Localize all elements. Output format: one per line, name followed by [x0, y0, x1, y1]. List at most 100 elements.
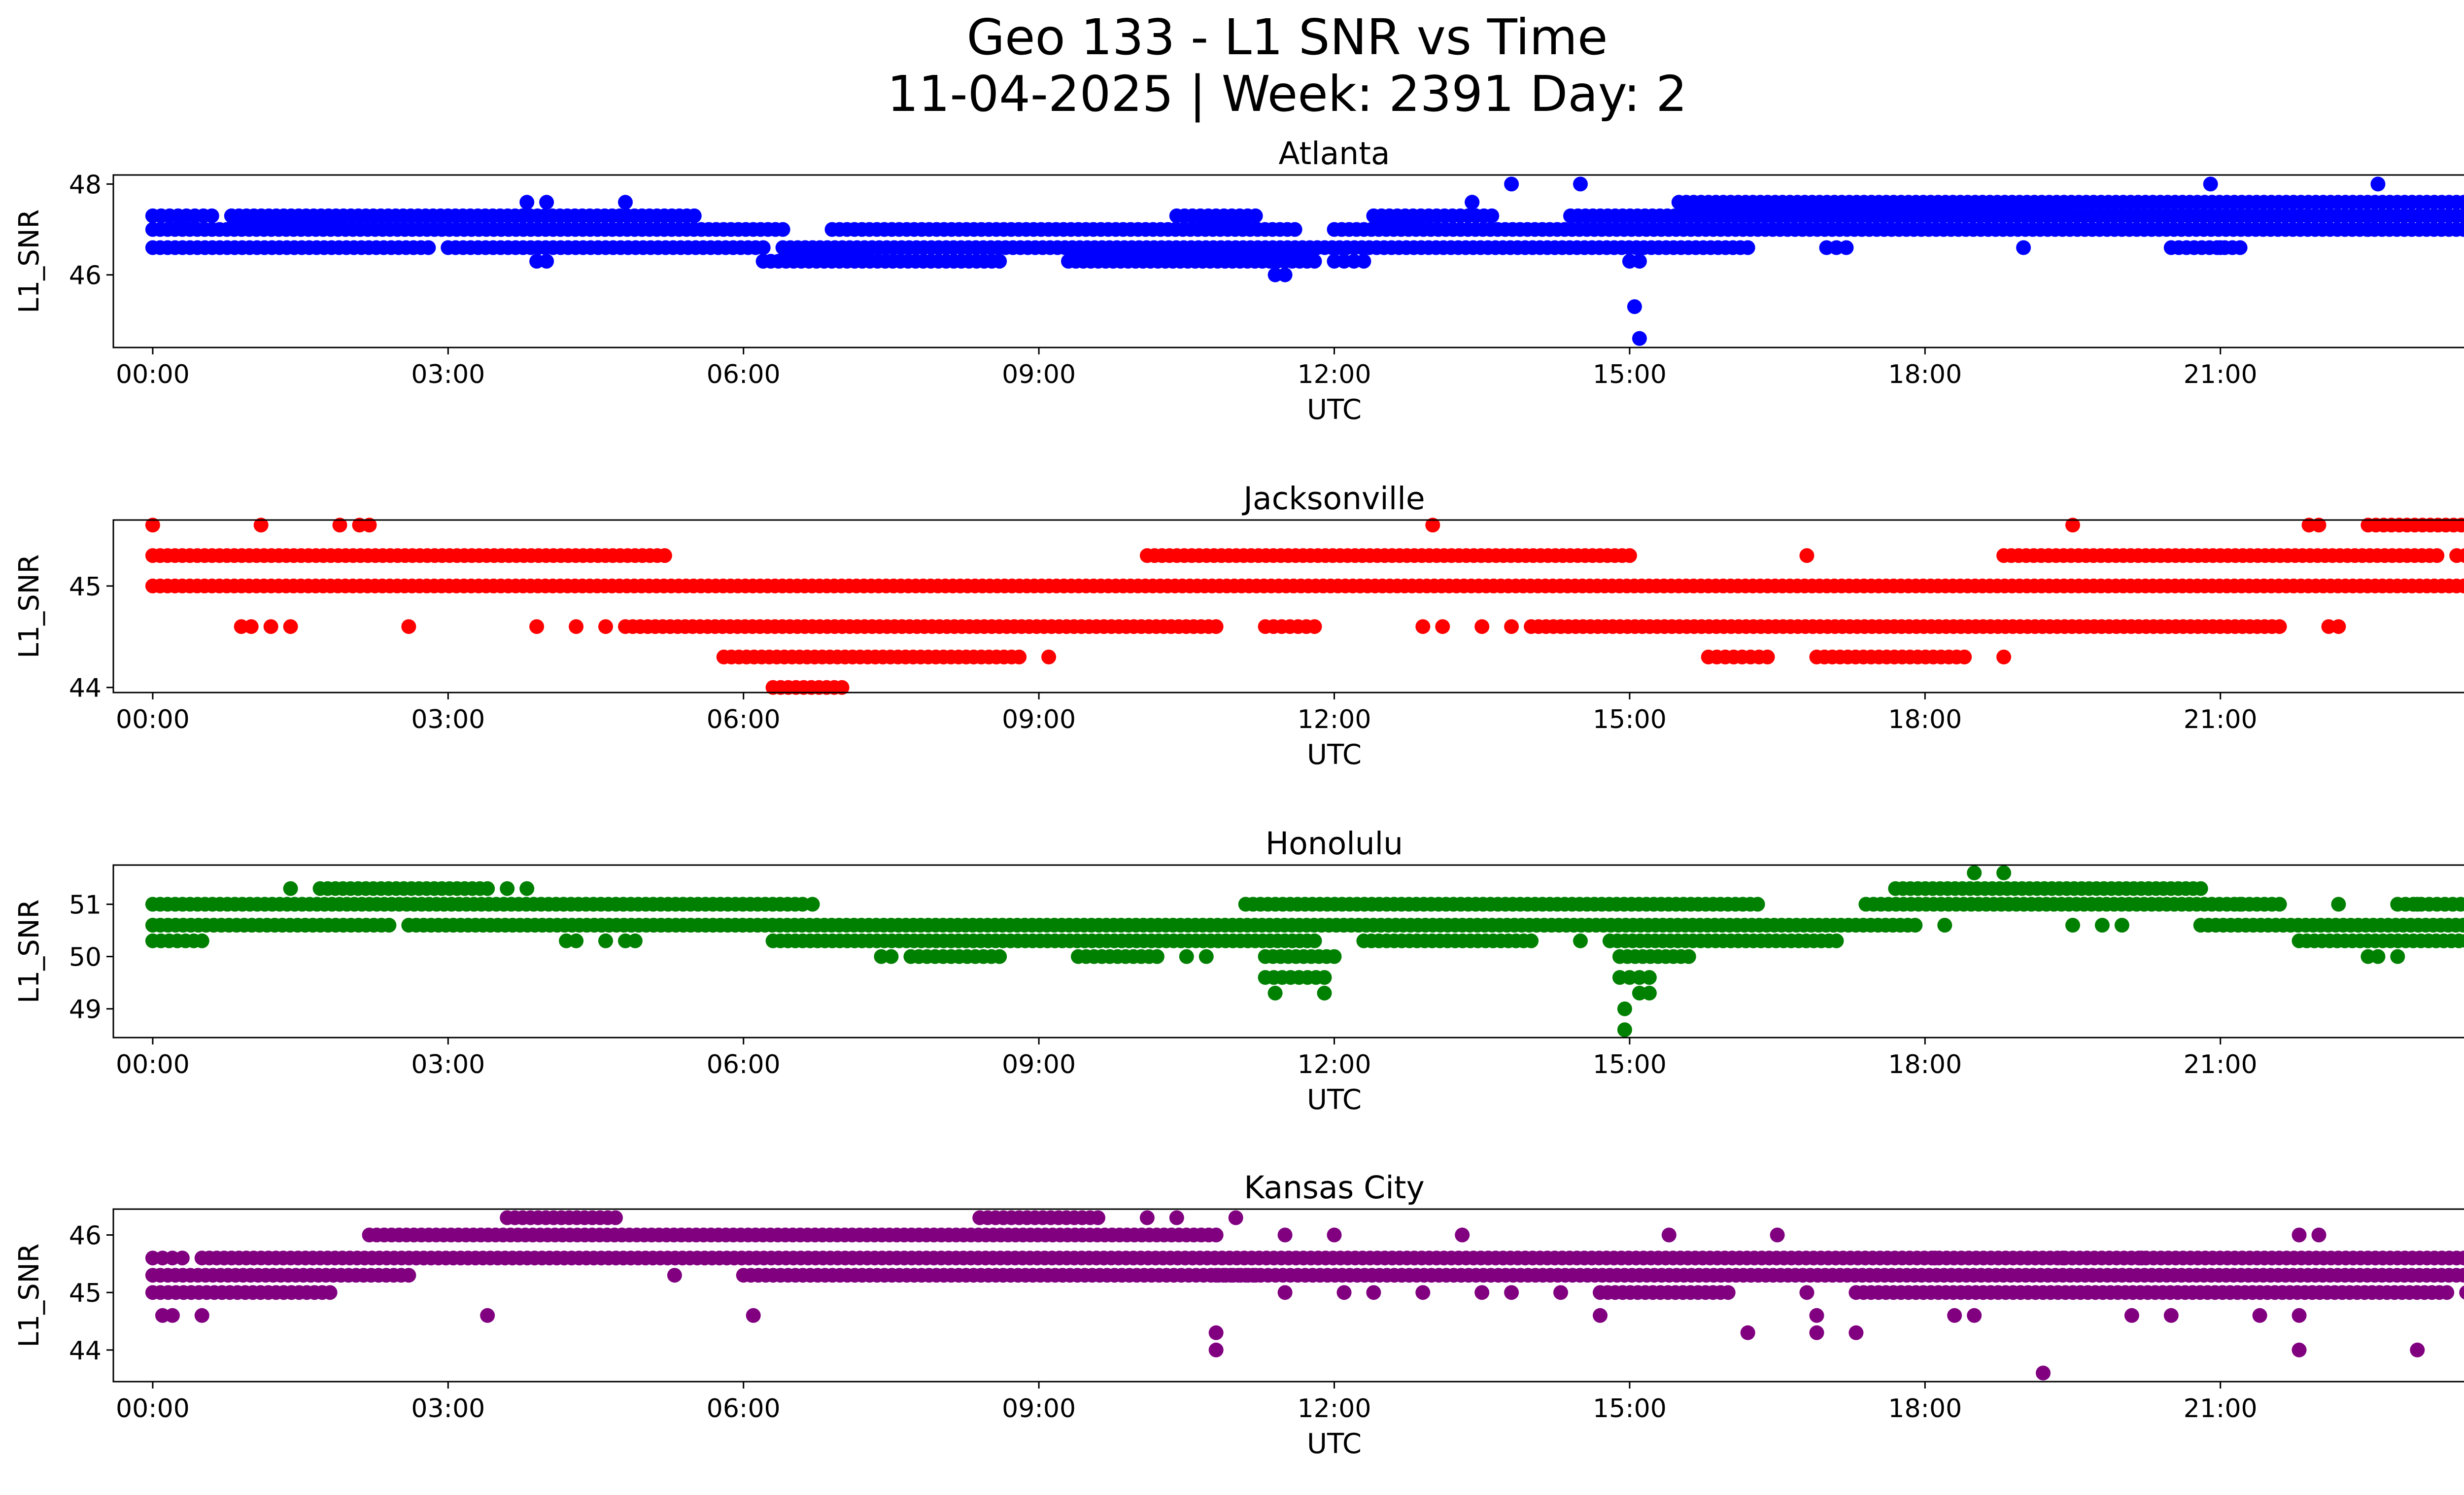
data-point — [1740, 1325, 1755, 1340]
data-point — [1504, 619, 1519, 634]
data-point — [1091, 1210, 1105, 1225]
data-point — [686, 208, 702, 223]
series-atlanta — [145, 176, 2464, 346]
data-point — [1474, 619, 1490, 634]
data-point — [1327, 949, 1342, 964]
data-point — [1829, 933, 1844, 948]
data-point — [2457, 1251, 2464, 1266]
x-tick-label: 12:00 — [1298, 1050, 1371, 1079]
x-tick-label: 18:00 — [1888, 1050, 1962, 1079]
series-honolulu — [145, 865, 2464, 1038]
data-point — [174, 1251, 190, 1266]
x-tick-label: 12:00 — [1298, 1394, 1371, 1424]
x-tick-label: 18:00 — [1888, 360, 1962, 389]
data-point — [1149, 949, 1164, 964]
data-point — [2462, 520, 2464, 531]
data-point — [746, 1308, 761, 1323]
data-point — [2232, 240, 2248, 255]
data-point — [2065, 918, 2080, 933]
data-point — [1967, 1308, 1982, 1323]
data-point — [421, 240, 436, 255]
x-tick-label: 03:00 — [411, 360, 485, 389]
data-point — [2458, 548, 2464, 563]
panel-honolulu: Honolulu 00:00 03:00 06:00 09:00 12:00 15:00 18… — [13, 826, 2464, 1116]
y-axis-label: L1_SNR — [13, 209, 45, 313]
data-point — [2456, 208, 2464, 223]
data-point — [480, 881, 495, 896]
series-kansas-city — [145, 1210, 2464, 1381]
y-tick-label: 44 — [69, 1336, 102, 1366]
figure-subtitle: 11-04-2025 | Week: 2391 Day: 2 — [887, 65, 1687, 123]
data-point — [1740, 240, 1755, 255]
data-point — [2454, 518, 2464, 533]
x-tick-label: 00:00 — [116, 705, 190, 734]
data-point — [1839, 240, 1854, 255]
data-point — [2094, 918, 2110, 933]
data-point — [2232, 897, 2248, 912]
data-point — [1228, 1210, 1243, 1225]
x-tick-label: 21:00 — [2184, 1394, 2258, 1424]
x-tick-label: 09:00 — [1002, 360, 1076, 389]
data-point — [2456, 222, 2464, 237]
data-point — [1484, 208, 1500, 223]
data-point — [608, 1210, 623, 1225]
x-tick-label: 00:00 — [116, 360, 190, 389]
data-point — [1957, 649, 1972, 664]
data-point — [834, 680, 850, 695]
data-point — [2114, 918, 2129, 933]
data-point — [1455, 1227, 1470, 1243]
data-point — [1760, 649, 1775, 664]
plot-frame — [112, 519, 2464, 694]
y-tick-label: 48 — [69, 170, 102, 200]
data-point — [1474, 1285, 1490, 1300]
data-point — [1632, 331, 1647, 346]
data-point — [992, 254, 1007, 269]
data-point — [1317, 970, 1332, 985]
data-point — [500, 881, 515, 896]
y-axis-label: L1_SNR — [13, 554, 45, 658]
data-point — [1208, 619, 1224, 634]
data-point — [1208, 1342, 1224, 1357]
data-point — [1208, 1325, 1224, 1340]
data-point — [165, 1308, 180, 1323]
y-tick-label: 45 — [69, 1279, 102, 1308]
data-point — [1799, 1285, 1814, 1300]
data-point — [1996, 865, 2012, 880]
data-point — [2292, 1227, 2307, 1243]
x-tick-label: 12:00 — [1298, 360, 1371, 389]
data-point — [1908, 918, 1923, 933]
data-point — [1169, 1210, 1184, 1225]
data-point — [1277, 267, 1293, 282]
x-tick-label: 09:00 — [1002, 1050, 1076, 1079]
data-point — [2331, 619, 2346, 634]
data-point — [1642, 985, 1657, 1001]
data-point — [204, 208, 219, 223]
data-point — [1632, 254, 1647, 269]
data-point — [1139, 1210, 1155, 1225]
data-point — [627, 933, 643, 948]
data-point — [519, 195, 535, 210]
data-point — [2252, 1308, 2267, 1323]
x-tick-label: 21:00 — [2184, 360, 2258, 389]
data-point — [1208, 1227, 1224, 1243]
data-point — [1277, 1285, 1293, 1300]
x-tick-label: 06:00 — [707, 360, 781, 389]
data-point — [539, 195, 554, 210]
data-point — [1317, 985, 1332, 1001]
data-point — [332, 518, 347, 533]
data-point — [1465, 195, 1480, 210]
data-point — [1248, 208, 1263, 223]
data-point — [322, 1285, 338, 1300]
data-point — [2055, 1251, 2070, 1266]
panel-atlanta: Atlanta 00:00 03:00 06:00 09:00 12:00 15:00 18:… — [13, 136, 2464, 426]
data-point — [1573, 176, 1588, 192]
y-tick-label: 46 — [69, 261, 102, 291]
data-point — [1927, 1251, 1943, 1266]
y-tick-label: 51 — [69, 891, 102, 920]
x-tick-label: 00:00 — [116, 1050, 190, 1079]
x-axis-label: UTC — [1307, 739, 1362, 771]
data-point — [598, 619, 613, 634]
data-point — [1198, 949, 1214, 964]
data-point — [2456, 195, 2464, 210]
data-point — [775, 222, 790, 237]
